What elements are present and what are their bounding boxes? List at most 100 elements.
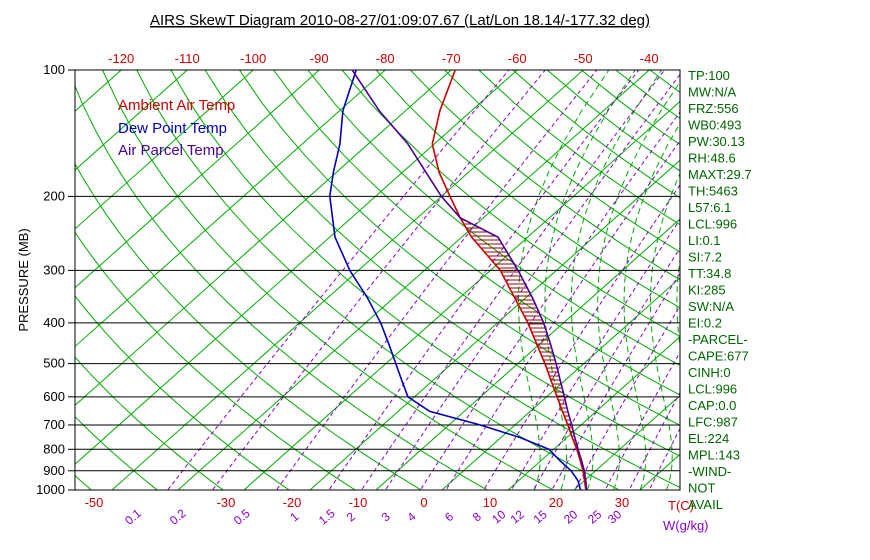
mixing-ratio-line [275, 70, 598, 490]
top-temp-label: -40 [640, 51, 659, 66]
mixing-ratio-line [483, 184, 680, 490]
pressure-tick-label: 500 [43, 356, 65, 371]
mixing-ratio-label: 2 [344, 509, 358, 524]
mixing-ratio-label: 12 [508, 507, 527, 527]
series-dewpoint-curve [328, 70, 582, 490]
legend-ambient-air-temp: Ambient Air Temp [118, 97, 235, 114]
bottom-temp-label: 0 [420, 495, 427, 510]
dry-adiabat-line [341, 70, 680, 338]
moist-adiabat-line [544, 70, 636, 490]
panel-line: MAXT:29.7 [688, 167, 752, 182]
isotherm-line [177, 70, 650, 490]
dry-adiabat-line [478, 70, 680, 226]
top-temp-label: -100 [240, 51, 266, 66]
dry-adiabat-line [238, 70, 680, 426]
mixing-ratio-label: 25 [585, 507, 604, 527]
pressure-tick-label: 800 [43, 441, 65, 456]
legend-dew-point-temp: Dew Point Temp [118, 120, 227, 137]
panel-line: TT:34.8 [688, 266, 731, 281]
panel-line: L57:6.1 [688, 200, 731, 215]
panel-line: KI:285 [688, 283, 726, 298]
mixing-ratio-label: 0.1 [122, 506, 144, 528]
panel-line: LI:0.1 [688, 233, 721, 248]
bottom-temp-label: 10 [483, 495, 497, 510]
panel-line: LCL:996 [688, 217, 737, 232]
pressure-tick-label: 700 [43, 417, 65, 432]
panel-line: RH:48.6 [688, 151, 736, 166]
chart-title: AIRS SkewT Diagram 2010-08-27/01:09:07.6… [150, 12, 650, 29]
mixing-ratio-label: 6 [442, 509, 456, 524]
panel-line: EI:0.2 [688, 316, 722, 331]
panel-line: MW:N/A [688, 85, 736, 100]
isotherm-line [375, 218, 680, 490]
isotherm-line [75, 70, 254, 230]
mixing-ratio-line [551, 272, 680, 490]
dry-adiabat-line [410, 70, 680, 281]
panel-line: MPL:143 [688, 448, 740, 463]
panel-line: SW:N/A [688, 299, 734, 314]
sounding-layer [328, 70, 588, 490]
mixing-ratio-label: 3 [379, 509, 393, 524]
mixing-ratio-label: 20 [561, 507, 580, 527]
plot-border [74, 69, 681, 491]
pressure-tick-label: 900 [43, 463, 65, 478]
mixing-ratio-label: 4 [404, 509, 418, 524]
panel-line: PW:30.13 [688, 134, 745, 149]
panel-line: LCL:996 [688, 382, 737, 397]
panel-line: LFC:987 [688, 415, 738, 430]
mixing-ratio-label: 0.2 [167, 506, 189, 528]
mixing-ratio-line [648, 427, 680, 490]
series-ambient-curve [431, 70, 587, 490]
moist-adiabat-line [597, 81, 680, 490]
bottom-temp-label: -20 [283, 495, 302, 510]
isotherm-line [507, 336, 680, 490]
panel-line: FRZ:556 [688, 101, 739, 116]
mixing-ratio-line [211, 70, 546, 490]
isotherm-line [75, 70, 452, 406]
bottom-temp-label: -50 [85, 495, 104, 510]
mixing-ratio-label: 1 [287, 509, 301, 524]
pressure-tick-label: 200 [43, 188, 65, 203]
top-temp-label: -120 [108, 51, 134, 66]
mixing-ratio-label: 8 [470, 509, 484, 524]
mixing-ratio-line [384, 73, 680, 490]
legend-air-parcel-temp: Air Parcel Temp [118, 142, 224, 159]
temp-unit-label: T(C) [668, 498, 694, 513]
panel-line: CINH:0 [688, 365, 731, 380]
mixing-ratio-label: 15 [531, 507, 550, 527]
panel-line: AVAIL [688, 497, 723, 512]
mixing-ratio-line [510, 218, 680, 490]
bottom-temp-label: -30 [217, 495, 236, 510]
series-parcel-curve [351, 70, 588, 490]
moist-adiabat-line [623, 122, 680, 490]
bottom-temp-label: 20 [549, 495, 563, 510]
dry-adiabat-line [273, 70, 680, 396]
isotherm-line [639, 453, 680, 490]
moist-adiabat-line [649, 172, 680, 490]
bottom-temp-label: 30 [615, 495, 629, 510]
isotherm-line [75, 70, 386, 348]
moist-adiabat-line [517, 70, 610, 490]
isotherm-line [75, 70, 188, 171]
panel-line: -PARCEL- [688, 332, 748, 347]
pressure-tick-label: 600 [43, 389, 65, 404]
panel-line: EL:224 [688, 431, 729, 446]
panel-line: SI:7.2 [688, 250, 722, 265]
isotherm-line [75, 70, 320, 289]
dry-adiabat-line [649, 70, 680, 93]
dry-adiabat-line [444, 70, 680, 253]
pressure-tick-label: 400 [43, 315, 65, 330]
panel-line: CAPE:677 [688, 349, 749, 364]
dry-adiabat-line [307, 70, 680, 367]
panel-line: TP:100 [688, 68, 730, 83]
mixing-ratio-label: 1.5 [316, 506, 338, 528]
panel-line: CAP:0.0 [688, 398, 736, 413]
mixing-ratio-label: 10 [489, 507, 508, 527]
dry-adiabat-line [375, 70, 680, 309]
isotherm-line [573, 394, 680, 490]
top-temp-label: -70 [442, 51, 461, 66]
top-temp-label: -80 [376, 51, 395, 66]
pressure-tick-label: 1000 [36, 482, 65, 497]
